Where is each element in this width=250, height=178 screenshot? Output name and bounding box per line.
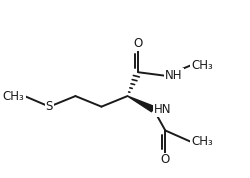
Text: O: O <box>161 153 170 166</box>
Text: S: S <box>46 100 53 113</box>
Text: CH₃: CH₃ <box>191 135 213 148</box>
Text: NH: NH <box>165 69 183 82</box>
Polygon shape <box>128 96 156 112</box>
Text: CH₃: CH₃ <box>191 59 213 72</box>
Text: HN: HN <box>154 103 171 116</box>
Text: CH₃: CH₃ <box>3 90 25 103</box>
Text: O: O <box>134 37 143 50</box>
